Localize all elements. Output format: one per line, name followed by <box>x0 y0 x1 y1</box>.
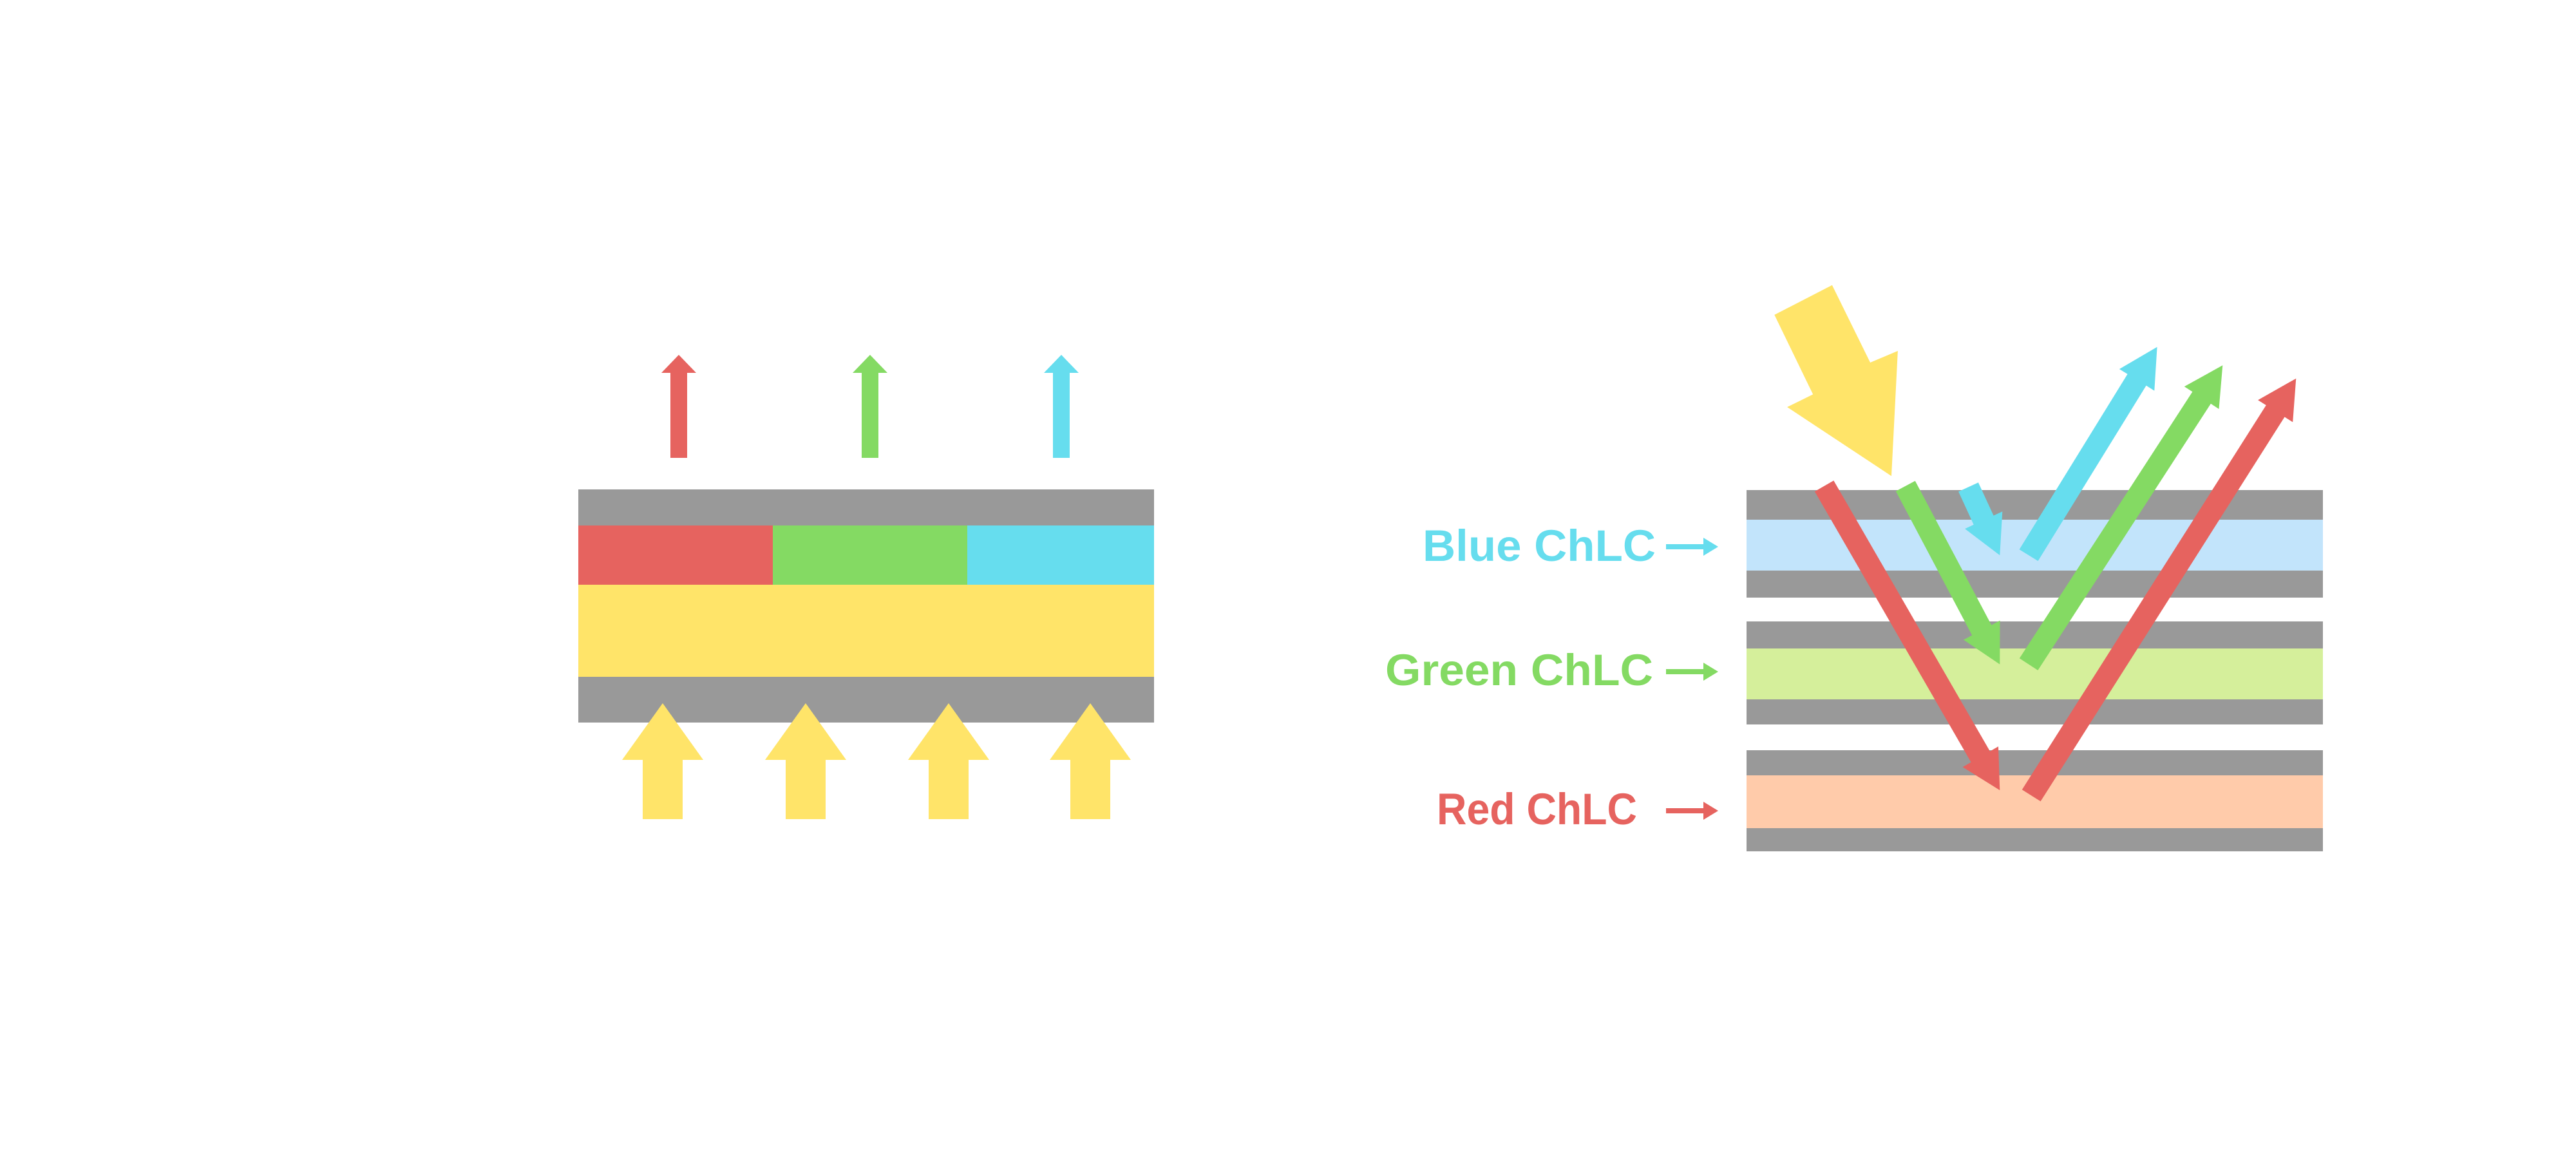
svg-text:Blue ChLC: Blue ChLC <box>1423 521 1656 571</box>
svg-text:Red ChLC: Red ChLC <box>1437 784 1637 834</box>
svg-text:Green ChLC: Green ChLC <box>1385 645 1653 695</box>
